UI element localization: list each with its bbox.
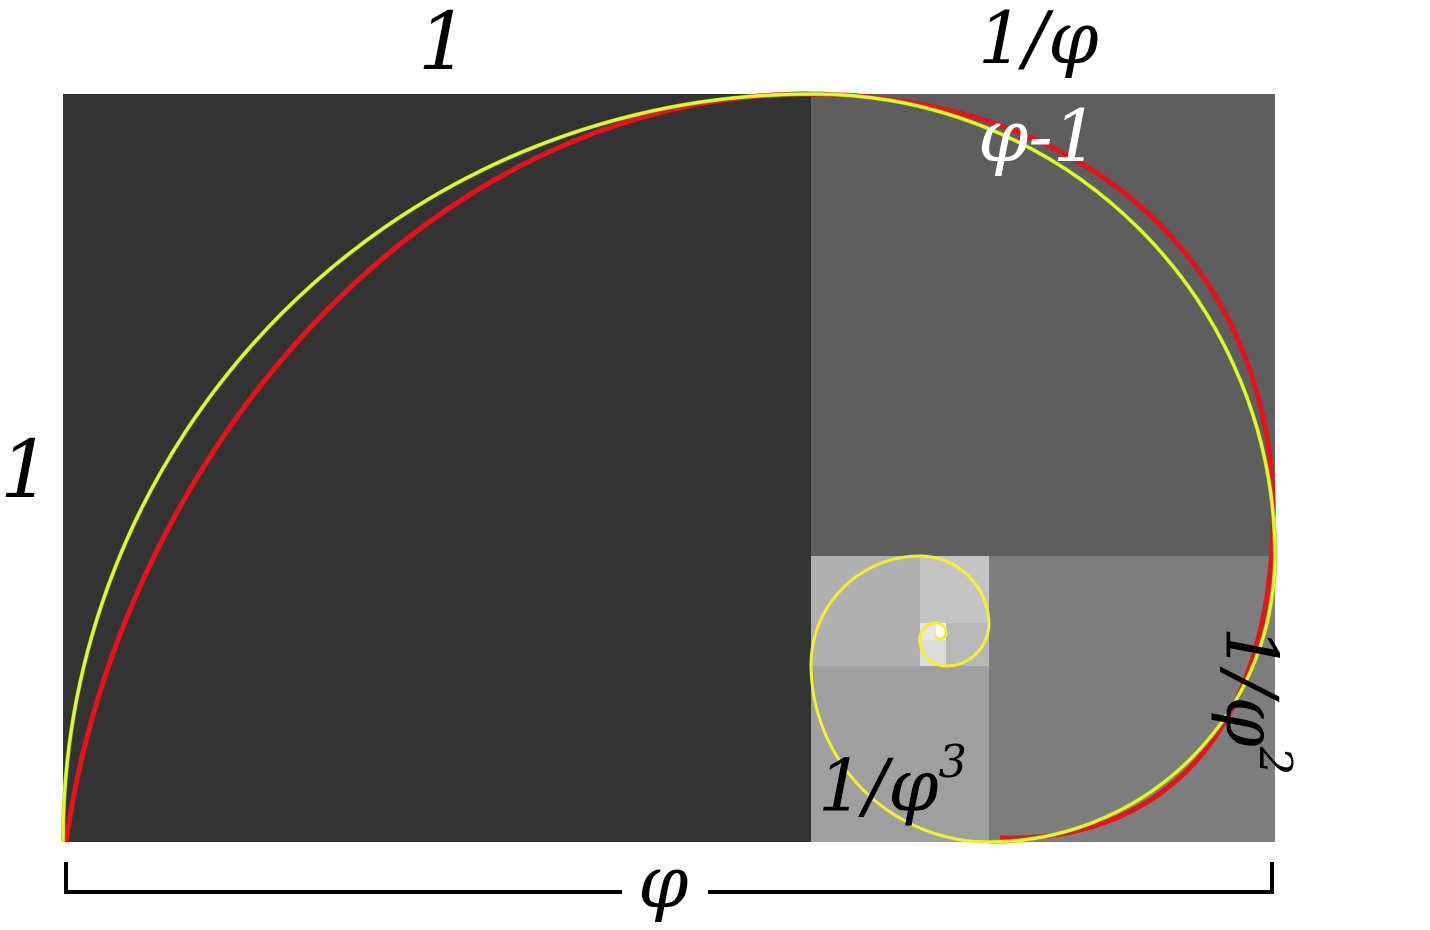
square-2: [811, 94, 1275, 556]
square-5: [811, 556, 920, 666]
square-4: [811, 666, 989, 842]
label-inner-bottom: 1/φ3: [818, 740, 967, 822]
label-right-side-exp: 2: [1249, 746, 1302, 776]
label-top-right: 1/φ: [978, 0, 1099, 80]
label-top-left: 1: [418, 0, 469, 88]
width-bracket: [64, 862, 1274, 894]
square-6: [920, 556, 989, 623]
golden-spiral-yellow: [61, 92, 1277, 844]
label-right-side: 1/φ2: [1210, 626, 1301, 775]
square-3: [989, 556, 1275, 842]
label-inner-bottom-exp: 3: [938, 736, 967, 788]
square-1: [63, 94, 811, 842]
label-right-side-base: 1/φ: [1209, 626, 1294, 747]
label-inner-bottom-base: 1/φ: [818, 743, 939, 828]
label-left-side: 1: [0, 423, 51, 516]
label-bottom-width: φ: [638, 840, 689, 924]
golden-spiral-red: [63, 91, 1276, 843]
label-inner-top-right: φ-1: [978, 94, 1099, 178]
